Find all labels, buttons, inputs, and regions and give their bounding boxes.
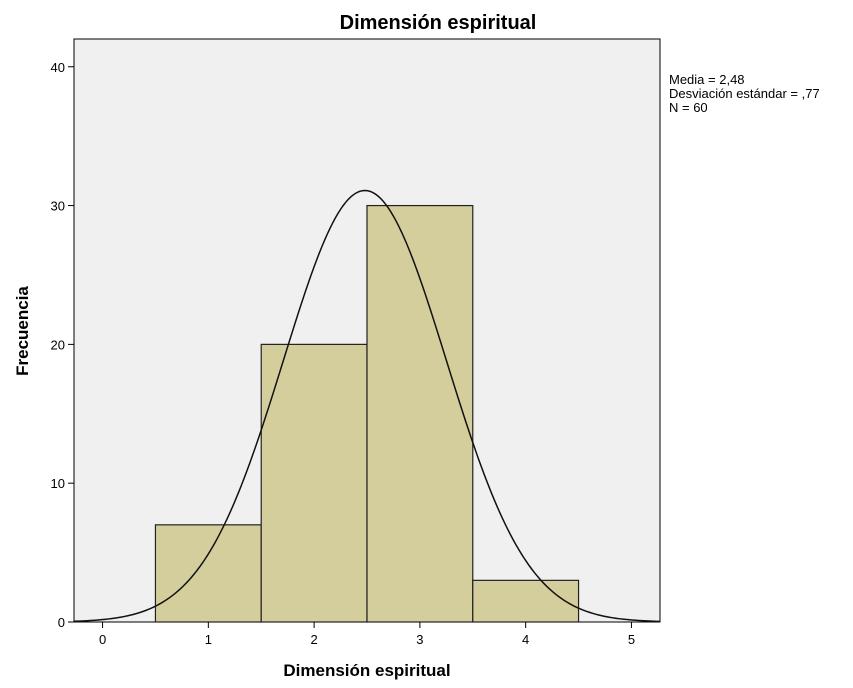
x-tick-label: 1 xyxy=(205,632,212,647)
x-tick-label: 2 xyxy=(310,632,317,647)
stats-box: Media = 2,48 Desviación estándar = ,77 N… xyxy=(669,72,820,115)
stats-std-dev: Desviación estándar = ,77 xyxy=(669,86,820,101)
histogram-bar-4 xyxy=(472,579,580,623)
y-tick-label: 20 xyxy=(51,337,65,352)
y-tick-label: 0 xyxy=(58,615,65,630)
y-axis-label: Frecuencia xyxy=(13,286,32,376)
y-tick-label: 10 xyxy=(51,476,65,491)
x-tick-label: 0 xyxy=(99,632,106,647)
histogram-bar-1 xyxy=(154,524,262,623)
x-axis-label: Dimensión espiritual xyxy=(283,661,450,680)
histogram-bar-3 xyxy=(366,204,474,623)
y-tick-label: 30 xyxy=(51,199,65,214)
y-axis: 0 10 20 30 40 xyxy=(51,60,74,630)
stats-n: N = 60 xyxy=(669,100,708,115)
chart-title: Dimensión espiritual xyxy=(340,12,537,34)
histogram-bar-2 xyxy=(260,343,368,623)
stats-mean: Media = 2,48 xyxy=(669,72,745,87)
x-tick-label: 3 xyxy=(416,632,423,647)
normal-curve xyxy=(73,189,661,623)
bars-group xyxy=(154,204,580,623)
x-tick-label: 5 xyxy=(628,632,635,647)
y-tick-label: 40 xyxy=(51,60,65,75)
x-tick-label: 4 xyxy=(522,632,529,647)
x-axis: 0 1 2 3 4 5 xyxy=(99,622,635,647)
